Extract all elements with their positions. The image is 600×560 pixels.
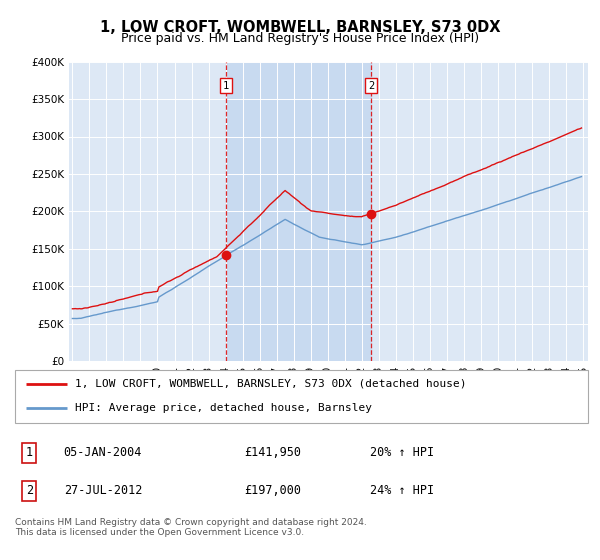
Text: Price paid vs. HM Land Registry's House Price Index (HPI): Price paid vs. HM Land Registry's House … — [121, 32, 479, 45]
Text: 1: 1 — [223, 81, 229, 91]
Text: HPI: Average price, detached house, Barnsley: HPI: Average price, detached house, Barn… — [75, 403, 372, 413]
Text: 1, LOW CROFT, WOMBWELL, BARNSLEY, S73 0DX: 1, LOW CROFT, WOMBWELL, BARNSLEY, S73 0D… — [100, 20, 500, 35]
Bar — [226, 62, 371, 361]
Text: 2: 2 — [368, 81, 374, 91]
Text: 20% ↑ HPI: 20% ↑ HPI — [370, 446, 434, 459]
Text: 27-JUL-2012: 27-JUL-2012 — [64, 484, 142, 497]
Text: Contains HM Land Registry data © Crown copyright and database right 2024.
This d: Contains HM Land Registry data © Crown c… — [15, 518, 367, 538]
FancyBboxPatch shape — [15, 370, 588, 423]
Text: 24% ↑ HPI: 24% ↑ HPI — [370, 484, 434, 497]
Text: 05-JAN-2004: 05-JAN-2004 — [64, 446, 142, 459]
Text: 1: 1 — [26, 446, 33, 459]
Text: £197,000: £197,000 — [244, 484, 301, 497]
Text: 1, LOW CROFT, WOMBWELL, BARNSLEY, S73 0DX (detached house): 1, LOW CROFT, WOMBWELL, BARNSLEY, S73 0D… — [75, 379, 467, 389]
Text: £141,950: £141,950 — [244, 446, 301, 459]
Text: 2: 2 — [26, 484, 33, 497]
